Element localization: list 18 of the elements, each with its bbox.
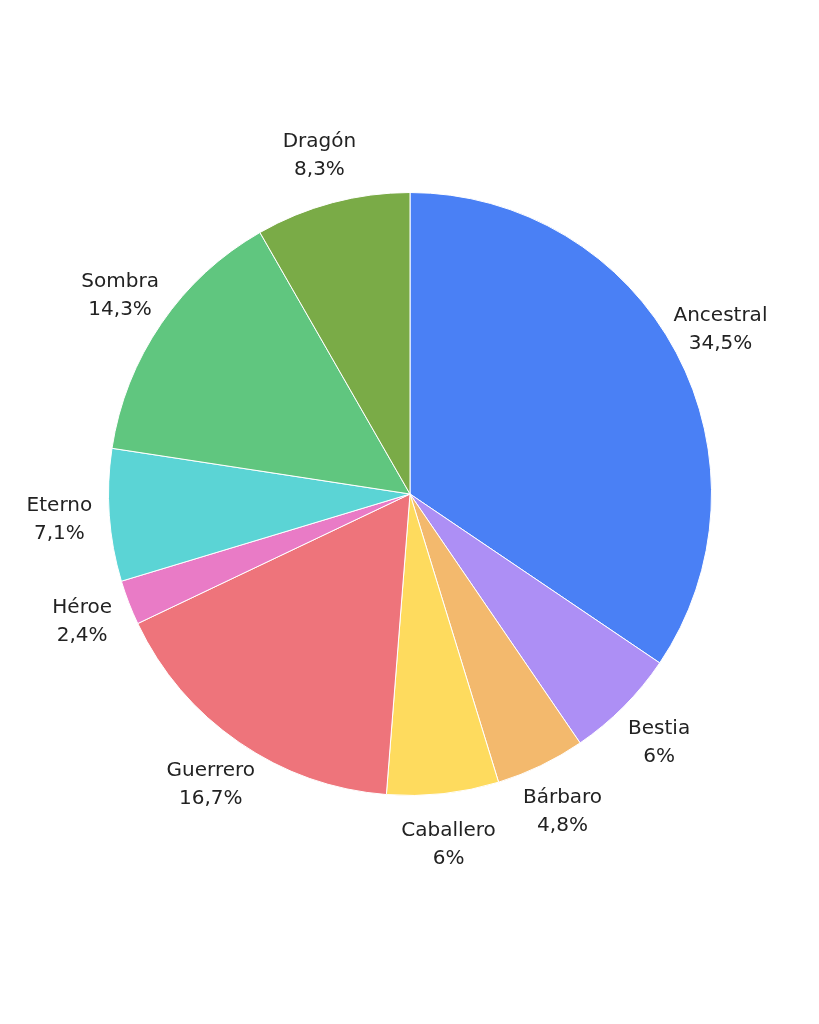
slice-label: Ancestral [673, 302, 768, 327]
slice-label: Bestia [628, 715, 691, 740]
slice-label: Bárbaro [522, 783, 603, 808]
data-label: 6% [643, 743, 675, 768]
slice-label: Héroe [52, 593, 112, 618]
slice-label: Sombra [81, 268, 159, 293]
slice-label: Guerrero [166, 756, 256, 781]
data-label: 8,3% [294, 155, 345, 180]
data-label: 2,4% [56, 621, 108, 646]
data-label: 6% [432, 844, 465, 869]
slice-label: Eterno [26, 492, 93, 516]
slice-label: Dragón [282, 127, 357, 152]
data-label: 34,5% [688, 330, 753, 355]
data-label: 4,8% [537, 811, 588, 836]
data-label: 14,3% [88, 296, 152, 321]
data-label: 16,7% [179, 784, 243, 809]
data-label: 7,1% [33, 520, 85, 544]
slice-label: Caballero [401, 816, 496, 841]
